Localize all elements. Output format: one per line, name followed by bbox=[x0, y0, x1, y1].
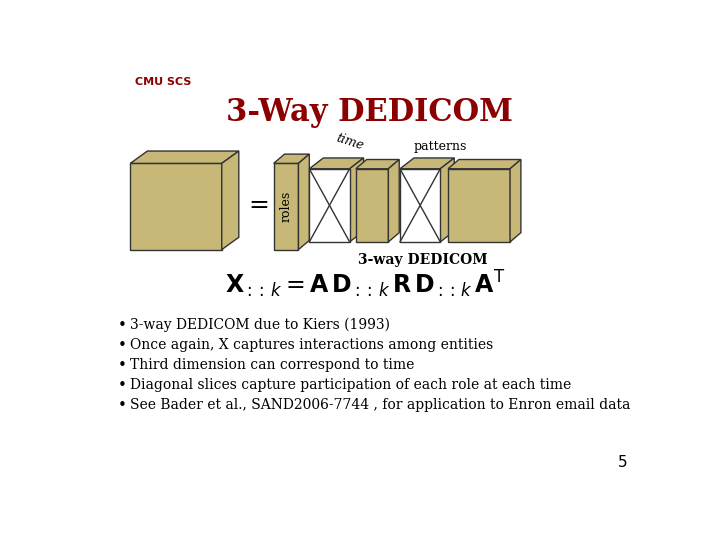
Text: •: • bbox=[118, 377, 127, 393]
Polygon shape bbox=[130, 164, 222, 249]
Text: Third dimension can correspond to time: Third dimension can correspond to time bbox=[130, 358, 415, 372]
Polygon shape bbox=[510, 159, 521, 242]
Polygon shape bbox=[310, 168, 350, 242]
Polygon shape bbox=[350, 158, 364, 242]
Polygon shape bbox=[356, 168, 388, 242]
Polygon shape bbox=[356, 159, 399, 168]
Text: •: • bbox=[118, 338, 127, 353]
Text: time: time bbox=[334, 131, 365, 153]
Polygon shape bbox=[448, 168, 510, 242]
Polygon shape bbox=[400, 158, 454, 168]
Polygon shape bbox=[388, 159, 399, 242]
Text: CMU SCS: CMU SCS bbox=[135, 77, 192, 87]
Text: Diagonal slices capture participation of each role at each time: Diagonal slices capture participation of… bbox=[130, 378, 572, 392]
Text: Once again, X captures interactions among entities: Once again, X captures interactions amon… bbox=[130, 338, 493, 352]
Polygon shape bbox=[130, 151, 239, 164]
Text: =: = bbox=[248, 193, 269, 217]
Polygon shape bbox=[274, 154, 310, 164]
Polygon shape bbox=[310, 158, 364, 168]
Text: 3-way DEDICOM: 3-way DEDICOM bbox=[359, 253, 488, 267]
Polygon shape bbox=[222, 151, 239, 249]
Text: •: • bbox=[118, 397, 127, 413]
Text: patterns: patterns bbox=[414, 139, 467, 153]
Polygon shape bbox=[441, 158, 454, 242]
Polygon shape bbox=[400, 168, 441, 242]
Text: 3-way DEDICOM due to Kiers (1993): 3-way DEDICOM due to Kiers (1993) bbox=[130, 318, 390, 332]
Text: 5: 5 bbox=[618, 455, 627, 470]
Text: roles: roles bbox=[279, 191, 292, 222]
Text: •: • bbox=[118, 357, 127, 373]
Polygon shape bbox=[448, 159, 521, 168]
Text: •: • bbox=[118, 318, 127, 333]
Text: $\mathbf{X}_{::\,k} = \mathbf{A}\,\mathbf{D}_{::\,k}\,\mathbf{R}\,\mathbf{D}_{::: $\mathbf{X}_{::\,k} = \mathbf{A}\,\mathb… bbox=[225, 268, 505, 300]
Polygon shape bbox=[299, 154, 310, 249]
Text: See Bader et al., SAND2006-7744 , for application to Enron email data: See Bader et al., SAND2006-7744 , for ap… bbox=[130, 398, 631, 412]
Polygon shape bbox=[274, 164, 299, 249]
Text: 3-Way DEDICOM: 3-Way DEDICOM bbox=[225, 97, 513, 128]
